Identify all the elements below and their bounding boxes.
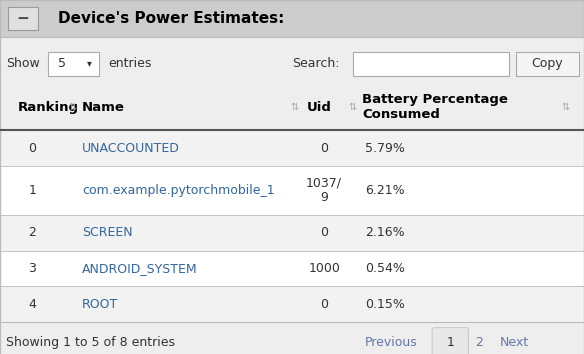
FancyBboxPatch shape xyxy=(48,52,99,76)
Text: ⇅: ⇅ xyxy=(561,102,569,112)
Text: ⇅: ⇅ xyxy=(291,102,299,112)
Text: ▾: ▾ xyxy=(87,58,92,69)
Text: 1: 1 xyxy=(28,184,36,197)
FancyBboxPatch shape xyxy=(353,52,509,76)
Text: 1037/
9: 1037/ 9 xyxy=(306,177,342,205)
Text: 4: 4 xyxy=(28,298,36,310)
Text: 0: 0 xyxy=(320,298,328,310)
FancyBboxPatch shape xyxy=(516,52,579,76)
Text: 0.54%: 0.54% xyxy=(365,262,405,275)
Text: Showing 1 to 5 of 8 entries: Showing 1 to 5 of 8 entries xyxy=(6,336,175,349)
FancyBboxPatch shape xyxy=(8,7,38,29)
Text: ⇅: ⇅ xyxy=(68,102,77,112)
FancyBboxPatch shape xyxy=(0,286,584,322)
Text: Battery Percentage
Consumed: Battery Percentage Consumed xyxy=(362,93,508,121)
Text: entries: entries xyxy=(108,57,151,70)
FancyBboxPatch shape xyxy=(0,215,584,251)
Text: 0.15%: 0.15% xyxy=(365,298,405,310)
FancyBboxPatch shape xyxy=(0,130,584,166)
Text: ANDROID_SYSTEM: ANDROID_SYSTEM xyxy=(82,262,197,275)
Text: −: − xyxy=(16,11,29,26)
Text: Device's Power Estimates:: Device's Power Estimates: xyxy=(58,11,285,26)
Text: 0: 0 xyxy=(320,227,328,239)
Text: Copy: Copy xyxy=(531,57,563,70)
Text: Name: Name xyxy=(82,101,124,114)
Text: Next: Next xyxy=(499,336,529,349)
Text: Uid: Uid xyxy=(307,101,332,114)
Text: 5.79%: 5.79% xyxy=(365,142,405,155)
Text: ⇅: ⇅ xyxy=(348,102,356,112)
Text: Show: Show xyxy=(6,57,40,70)
Text: 5: 5 xyxy=(58,57,67,70)
Text: 2: 2 xyxy=(28,227,36,239)
Text: 0: 0 xyxy=(320,142,328,155)
Text: 0: 0 xyxy=(28,142,36,155)
FancyBboxPatch shape xyxy=(0,0,584,36)
FancyBboxPatch shape xyxy=(0,84,584,130)
Text: UNACCOUNTED: UNACCOUNTED xyxy=(82,142,180,155)
Text: 2: 2 xyxy=(475,336,483,349)
Text: 2.16%: 2.16% xyxy=(365,227,405,239)
FancyBboxPatch shape xyxy=(0,166,584,215)
Text: 1: 1 xyxy=(446,336,454,349)
Text: Search:: Search: xyxy=(292,57,339,70)
FancyBboxPatch shape xyxy=(0,251,584,286)
Text: Ranking: Ranking xyxy=(18,101,78,114)
Text: ROOT: ROOT xyxy=(82,298,118,310)
Text: 1000: 1000 xyxy=(308,262,340,275)
Text: com.example.pytorchmobile_1: com.example.pytorchmobile_1 xyxy=(82,184,274,197)
Text: 3: 3 xyxy=(28,262,36,275)
Text: 6.21%: 6.21% xyxy=(365,184,405,197)
Text: SCREEN: SCREEN xyxy=(82,227,133,239)
FancyBboxPatch shape xyxy=(432,327,468,354)
Text: Previous: Previous xyxy=(365,336,418,349)
